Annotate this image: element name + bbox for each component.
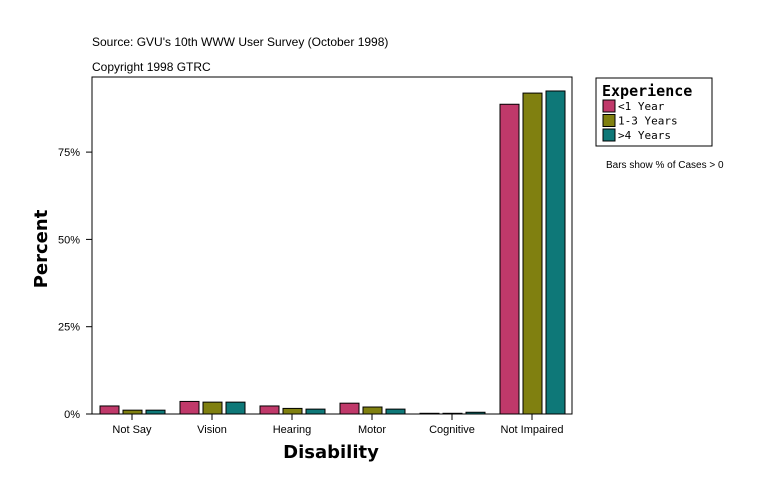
legend-item-label: >4 Years [618, 129, 671, 142]
legend-swatch [602, 128, 616, 142]
bar [385, 408, 406, 415]
bar [522, 92, 543, 415]
bar [499, 103, 520, 415]
chart-subtitle: Copyright 1998 GTRC [92, 60, 211, 74]
bar [202, 401, 223, 415]
legend-swatch [602, 99, 616, 113]
y-tick-label: 75% [58, 147, 80, 159]
x-tick-label: Not Say [112, 424, 152, 436]
bar [145, 409, 166, 415]
bar [339, 402, 360, 415]
plot-area [91, 76, 573, 415]
y-tick-label: 25% [58, 322, 80, 334]
x-tick-label: Not Impaired [501, 424, 564, 436]
y-tick-label: 0% [64, 409, 80, 421]
chart-note: Bars show % of Cases > 0 [606, 160, 724, 171]
x-tick-label: Motor [358, 424, 386, 436]
x-tick-label: Hearing [273, 424, 312, 436]
x-axis-label: Disability [283, 442, 379, 463]
bar [305, 408, 326, 415]
bar [545, 90, 566, 415]
legend: Experience <1 Year 1-3 Years>4 Years [595, 77, 713, 147]
bar [259, 405, 280, 415]
bar [282, 407, 303, 415]
bar [99, 405, 120, 415]
bar [419, 412, 440, 415]
chart-title: Source: GVU's 10th WWW User Survey (Octo… [92, 35, 388, 49]
bar [122, 409, 143, 415]
x-tick-label: Cognitive [429, 424, 475, 436]
y-tick-label: 50% [58, 234, 80, 246]
y-axis-label: Percent [31, 209, 52, 288]
legend-title: Experience [602, 82, 692, 100]
bar [225, 401, 246, 415]
x-tick-label: Vision [197, 424, 227, 436]
bar [465, 411, 486, 415]
legend-item-label: <1 Year [618, 100, 665, 113]
bar [442, 412, 463, 415]
legend-swatch [602, 114, 616, 127]
bar [179, 400, 200, 415]
bar [362, 406, 383, 415]
legend-item-label: 1-3 Years [618, 115, 678, 128]
